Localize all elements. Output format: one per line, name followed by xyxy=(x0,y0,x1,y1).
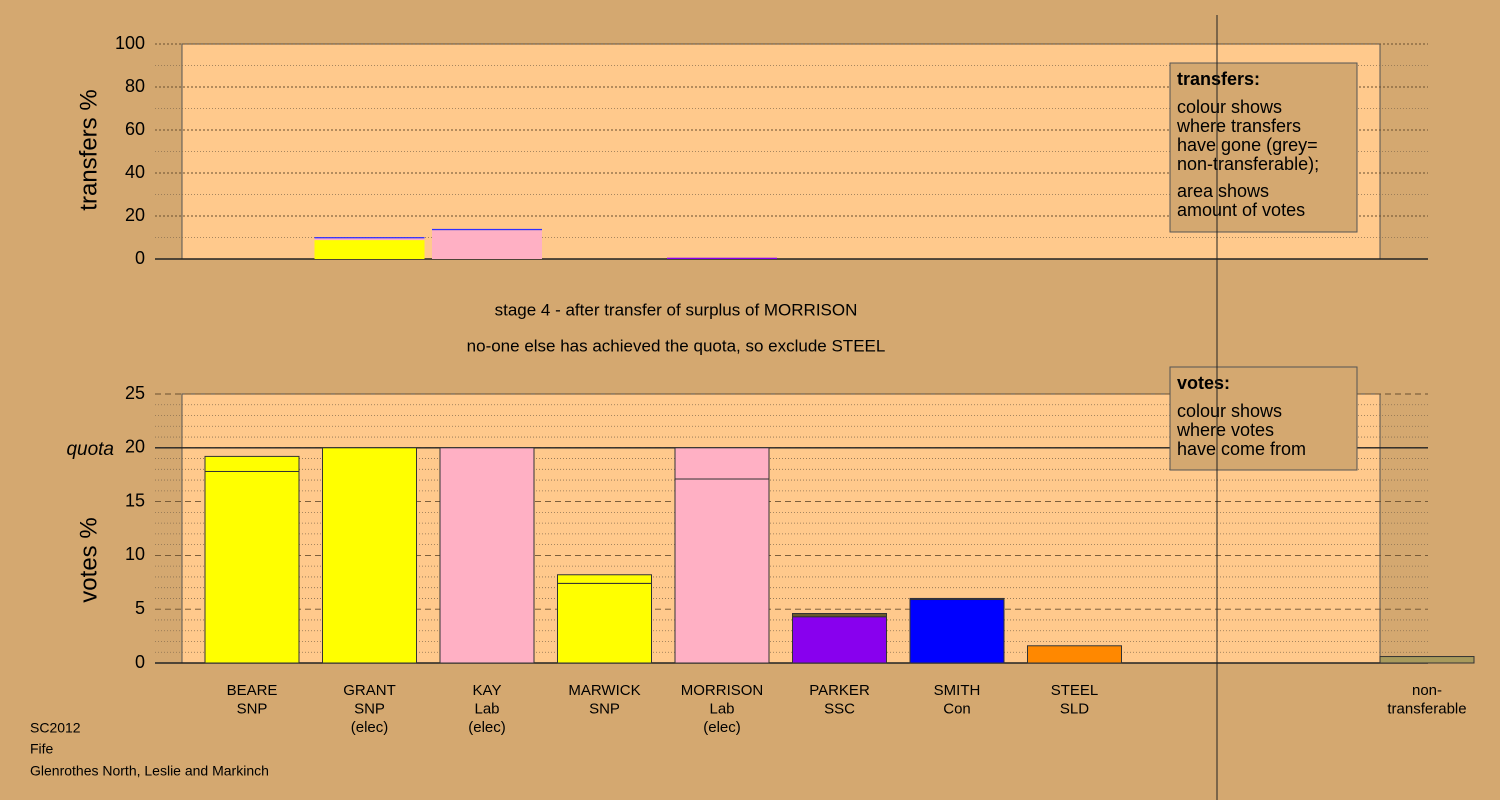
legend-text: non-transferable); xyxy=(1177,154,1319,174)
legend-title: transfers: xyxy=(1177,69,1260,89)
legend-box xyxy=(1169,62,1358,233)
x-tick-label: SMITH xyxy=(934,682,981,699)
y-axis-label: votes % xyxy=(75,517,102,602)
x-tick-label: SNP xyxy=(237,700,268,717)
quota-label: quota xyxy=(66,439,114,460)
y-tick-label: 0 xyxy=(135,652,145,672)
x-tick-label: transferable xyxy=(1387,700,1466,717)
legend-text: where votes xyxy=(1176,420,1274,440)
y-tick-label: 80 xyxy=(125,76,145,96)
bar-segment xyxy=(557,582,652,664)
y-tick-label: 20 xyxy=(125,205,145,225)
y-tick-label: 25 xyxy=(125,383,145,403)
x-tick-label: STEEL xyxy=(1051,682,1099,699)
bar-segment xyxy=(432,228,542,231)
bar-segment xyxy=(439,447,535,664)
y-axis-label: transfers % xyxy=(75,89,102,210)
bar-segment xyxy=(909,599,1005,664)
x-tick-label: Lab xyxy=(474,700,499,717)
y-tick-label: 40 xyxy=(125,162,145,182)
x-tick-label: SLD xyxy=(1060,700,1089,717)
y-tick-label: 60 xyxy=(125,119,145,139)
bar-segment xyxy=(792,616,887,664)
x-tick-label: SSC xyxy=(824,700,855,717)
footer-line: Fife xyxy=(30,741,54,757)
bar-segment xyxy=(314,238,425,241)
x-tick-label: BEARE xyxy=(227,682,278,699)
bar-segment xyxy=(667,257,777,259)
bar-segment xyxy=(1379,656,1475,664)
legend-box xyxy=(1169,366,1358,471)
footer-line: SC2012 xyxy=(30,720,81,736)
x-tick-label: KAY xyxy=(473,682,502,699)
legend-title: votes: xyxy=(1177,373,1230,393)
bar-segment xyxy=(204,455,300,472)
x-tick-label: non- xyxy=(1412,682,1442,699)
bar-segment xyxy=(204,470,300,664)
x-tick-label: Con xyxy=(943,700,971,717)
x-tick-label: (elec) xyxy=(351,719,389,736)
bar-segment xyxy=(314,240,425,259)
legend-text: have come from xyxy=(1177,439,1306,459)
y-tick-label: 5 xyxy=(135,598,145,618)
legend-text: amount of votes xyxy=(1177,200,1305,220)
y-tick-label: 20 xyxy=(125,437,145,457)
legend-text: where transfers xyxy=(1176,116,1301,136)
legend-text: colour shows xyxy=(1177,97,1282,117)
bar-segment xyxy=(557,574,652,584)
x-tick-label: SNP xyxy=(354,700,385,717)
y-tick-label: 15 xyxy=(125,490,145,510)
bar-segment xyxy=(1027,645,1122,664)
legend-text: have gone (grey= xyxy=(1177,135,1318,155)
bar-segment xyxy=(314,237,425,239)
footer-line: Glenrothes North, Leslie and Markinch xyxy=(30,763,269,779)
bar-segment xyxy=(432,230,542,259)
bar-segment xyxy=(674,478,770,664)
stage-title: stage 4 - after transfer of surplus of M… xyxy=(495,300,858,319)
legend-text: colour shows xyxy=(1177,401,1282,421)
stage-subtitle: no-one else has achieved the quota, so e… xyxy=(467,336,886,355)
y-tick-label: 0 xyxy=(135,248,145,268)
bar-segment xyxy=(909,597,1005,601)
x-tick-label: (elec) xyxy=(703,719,741,736)
bar-segment xyxy=(322,447,417,664)
x-tick-label: MARWICK xyxy=(568,682,640,699)
y-tick-label: 100 xyxy=(115,33,145,53)
x-tick-label: MORRISON xyxy=(681,682,764,699)
x-tick-label: GRANT xyxy=(343,682,396,699)
bar-segment xyxy=(792,613,887,618)
x-tick-label: (elec) xyxy=(468,719,506,736)
legend-text: area shows xyxy=(1177,181,1269,201)
x-tick-label: PARKER xyxy=(809,682,870,699)
y-tick-label: 10 xyxy=(125,544,145,564)
x-tick-label: SNP xyxy=(589,700,620,717)
bar-segment xyxy=(674,447,770,480)
x-tick-label: Lab xyxy=(709,700,734,717)
